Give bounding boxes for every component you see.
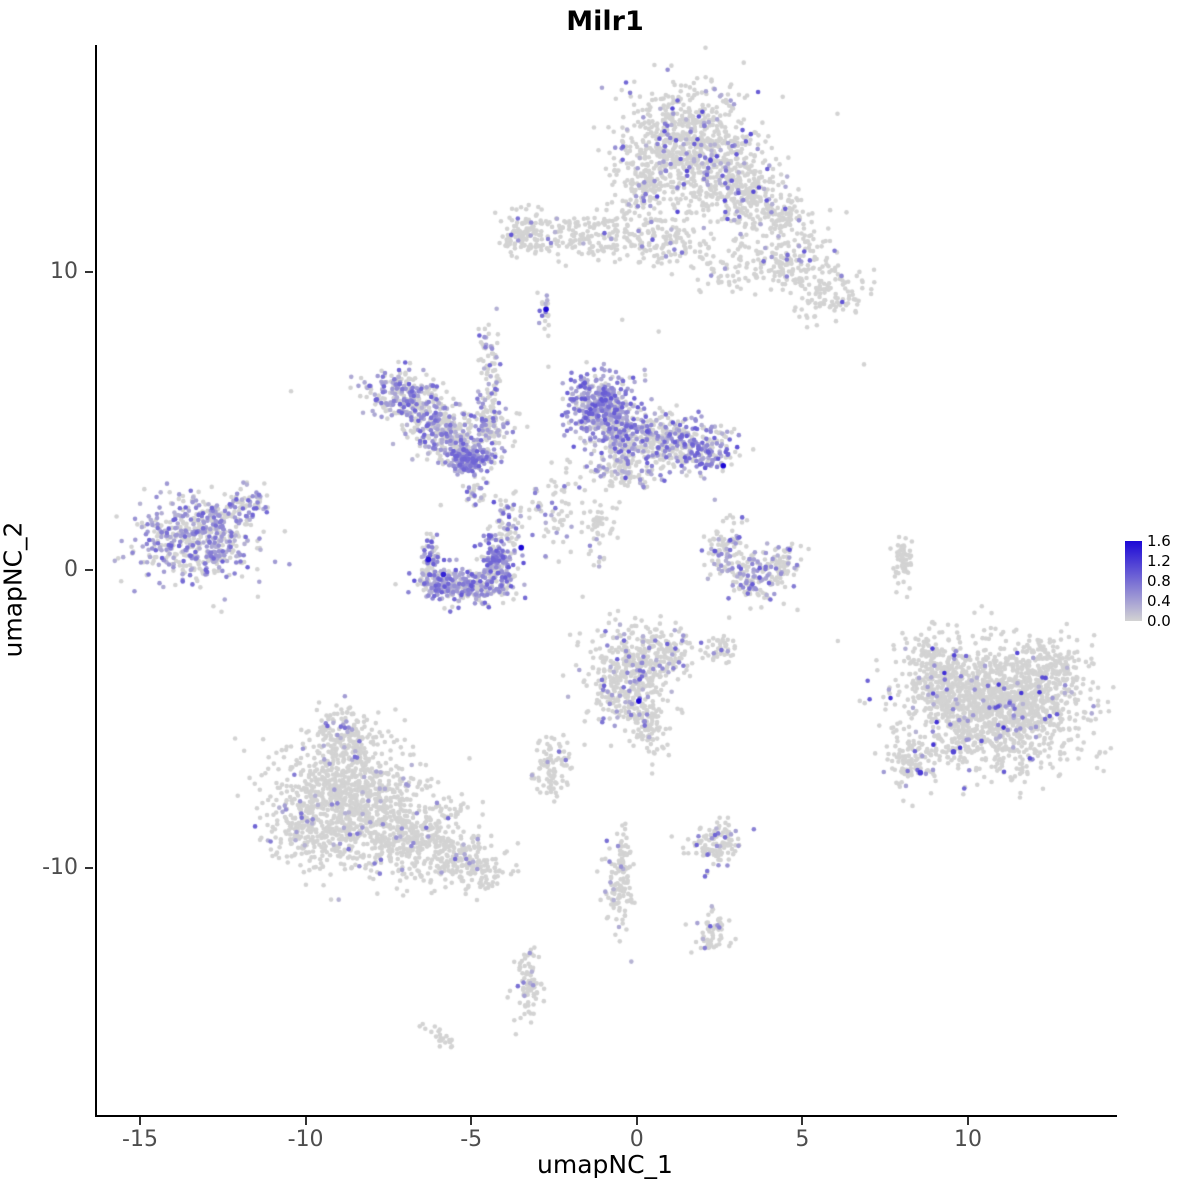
plot-title: Milr1 (566, 6, 644, 37)
y-axis-label: umapNC_2 (0, 521, 28, 658)
colorbar-tick-label: 1.2 (1147, 552, 1171, 570)
y-tick-mark (85, 569, 93, 571)
y-tick-label: 10 (50, 259, 78, 284)
y-tick-label: 0 (64, 557, 78, 582)
x-tick-label: 5 (795, 1127, 810, 1152)
colorbar-tick-label: 1.6 (1147, 532, 1171, 550)
x-tick-label: 0 (629, 1127, 644, 1152)
x-tick-mark (801, 1117, 804, 1125)
colorbar-legend: 1.6 1.2 0.8 0.4 0.0 (1125, 534, 1171, 629)
colorbar-tick-label: 0.0 (1147, 612, 1171, 630)
x-tick-mark (470, 1117, 473, 1125)
colorbar-tick-label: 0.8 (1147, 572, 1171, 590)
x-tick-label: -15 (122, 1127, 158, 1152)
plot-area (95, 45, 1117, 1117)
y-tick-mark (85, 867, 93, 869)
x-tick-label: -5 (460, 1127, 483, 1152)
y-tick-mark (85, 271, 93, 273)
x-tick-label: 10 (954, 1127, 982, 1152)
x-tick-mark (635, 1117, 638, 1125)
x-tick-label: -10 (287, 1127, 324, 1152)
x-tick-mark (967, 1117, 969, 1125)
y-tick-label: -10 (42, 855, 78, 880)
scatter-canvas (97, 45, 1117, 1115)
x-axis-label: umapNC_1 (537, 1150, 673, 1179)
x-tick-mark (139, 1117, 141, 1125)
colorbar-tick-label: 0.4 (1147, 592, 1171, 610)
x-tick-mark (304, 1117, 307, 1125)
colorbar-gradient (1125, 541, 1142, 621)
